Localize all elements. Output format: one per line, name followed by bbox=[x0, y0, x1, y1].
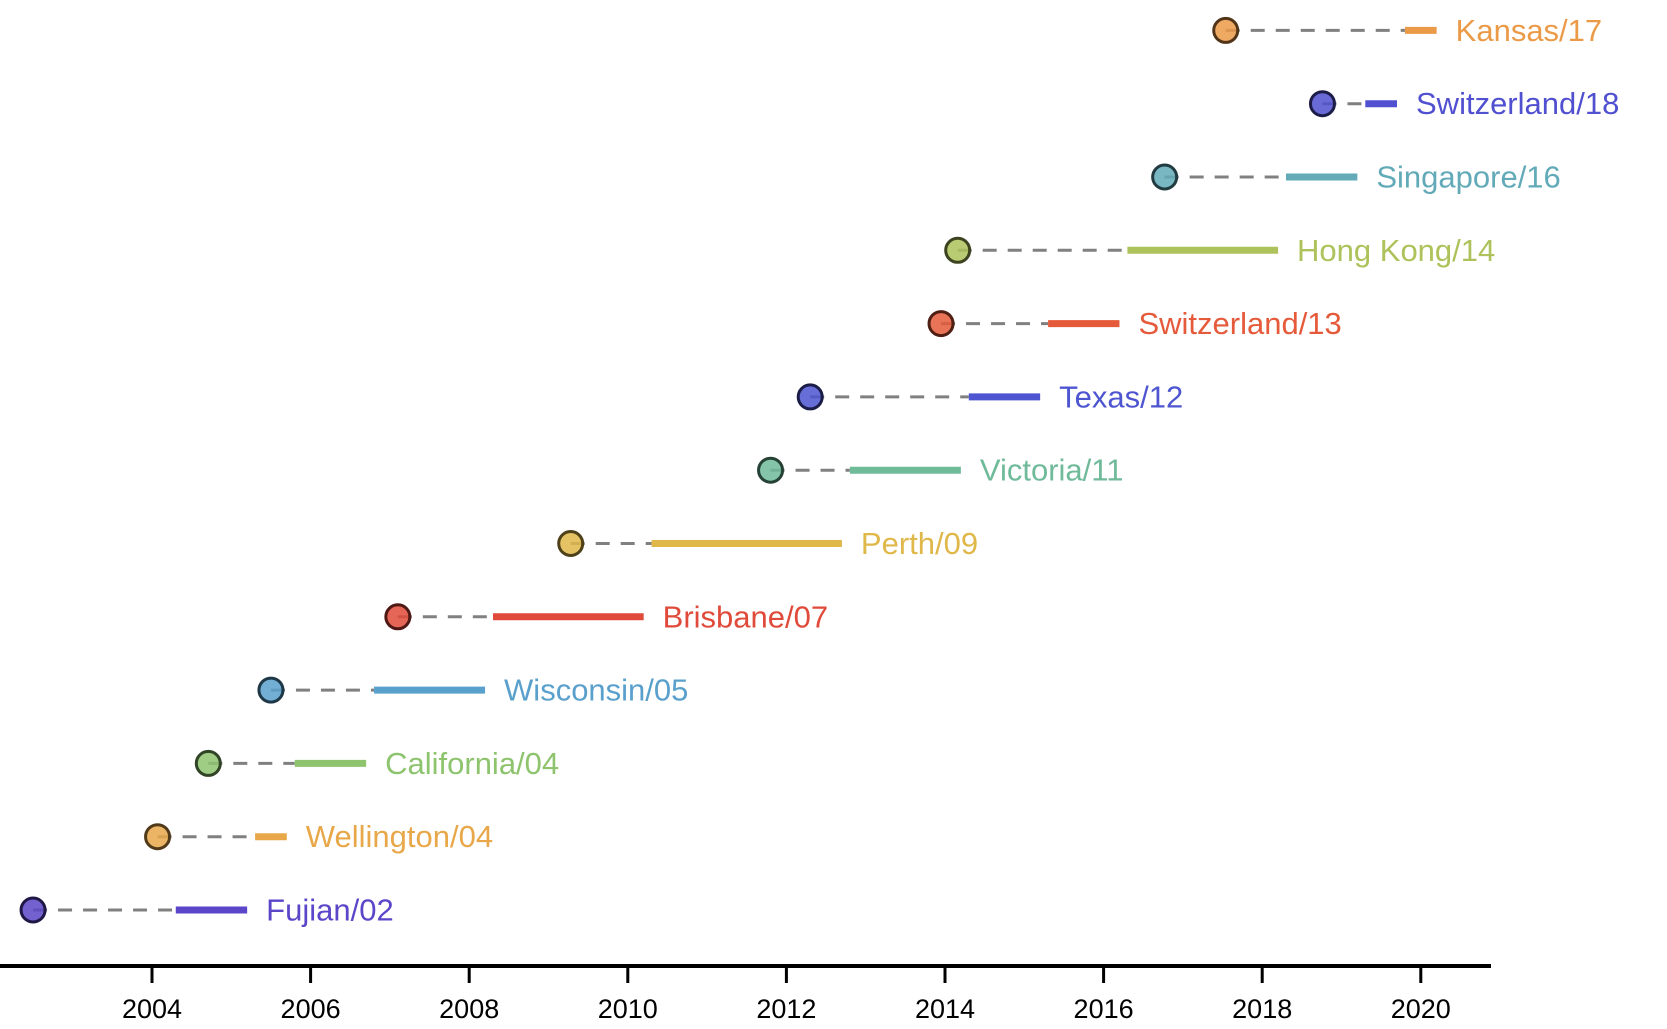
strain-label: Singapore/16 bbox=[1376, 160, 1560, 195]
x-tick-label: 2016 bbox=[1074, 994, 1134, 1024]
strain-label: Fujian/02 bbox=[266, 893, 394, 928]
row-hong-kong-14: Hong Kong/14 bbox=[944, 233, 1495, 268]
emergence-point bbox=[944, 236, 972, 264]
row-wisconsin-05: Wisconsin/05 bbox=[257, 673, 688, 708]
strain-label: Switzerland/13 bbox=[1138, 306, 1341, 341]
x-tick-label: 2018 bbox=[1232, 994, 1292, 1024]
emergence-point bbox=[1308, 90, 1336, 118]
row-perth-09: Perth/09 bbox=[557, 526, 978, 561]
emergence-point bbox=[1212, 16, 1240, 44]
emergence-point bbox=[194, 749, 222, 777]
row-wellington-04: Wellington/04 bbox=[144, 819, 493, 854]
row-brisbane-07: Brisbane/07 bbox=[384, 599, 828, 634]
strain-label: Wisconsin/05 bbox=[504, 673, 688, 708]
strain-label: Brisbane/07 bbox=[663, 599, 828, 634]
strain-label: Perth/09 bbox=[861, 526, 978, 561]
strain-label: California/04 bbox=[385, 746, 559, 781]
strain-label: Kansas/17 bbox=[1456, 13, 1603, 48]
emergence-point bbox=[144, 823, 172, 851]
strain-label: Switzerland/18 bbox=[1416, 86, 1619, 121]
x-tick-label: 2020 bbox=[1391, 994, 1451, 1024]
x-tick-label: 2006 bbox=[281, 994, 341, 1024]
row-kansas-17: Kansas/17 bbox=[1212, 13, 1603, 48]
emergence-point bbox=[757, 456, 785, 484]
x-tick-label: 2010 bbox=[598, 994, 658, 1024]
emergence-point bbox=[19, 896, 47, 924]
x-tick-label: 2004 bbox=[122, 994, 182, 1024]
row-singapore-16: Singapore/16 bbox=[1151, 160, 1561, 195]
row-victoria-11: Victoria/11 bbox=[757, 453, 1124, 488]
x-tick-label: 2008 bbox=[439, 994, 499, 1024]
row-switzerland-18: Switzerland/18 bbox=[1308, 86, 1619, 121]
emergence-point bbox=[384, 603, 412, 631]
emergence-point bbox=[796, 383, 824, 411]
emergence-point bbox=[557, 530, 585, 557]
row-california-04: California/04 bbox=[194, 746, 559, 781]
row-fujian-02: Fujian/02 bbox=[19, 893, 394, 928]
strain-label: Hong Kong/14 bbox=[1297, 233, 1495, 268]
row-texas-12: Texas/12 bbox=[796, 379, 1183, 414]
x-tick-label: 2014 bbox=[915, 994, 975, 1024]
row-switzerland-13: Switzerland/13 bbox=[927, 306, 1342, 341]
x-tick-label: 2012 bbox=[756, 994, 816, 1024]
emergence-point bbox=[927, 310, 955, 338]
strain-label: Wellington/04 bbox=[306, 819, 493, 854]
strain-label: Victoria/11 bbox=[980, 453, 1124, 488]
strain-label: Texas/12 bbox=[1059, 379, 1183, 414]
emergence-point bbox=[1151, 163, 1179, 191]
rows: Fujian/02 Wellington/04 California/04 Wisco… bbox=[19, 13, 1619, 928]
x-axis-ticks: 2004 2006 2008 2010 2012 2014 2016 2018 2020 bbox=[122, 966, 1451, 1024]
emergence-point bbox=[257, 676, 285, 704]
